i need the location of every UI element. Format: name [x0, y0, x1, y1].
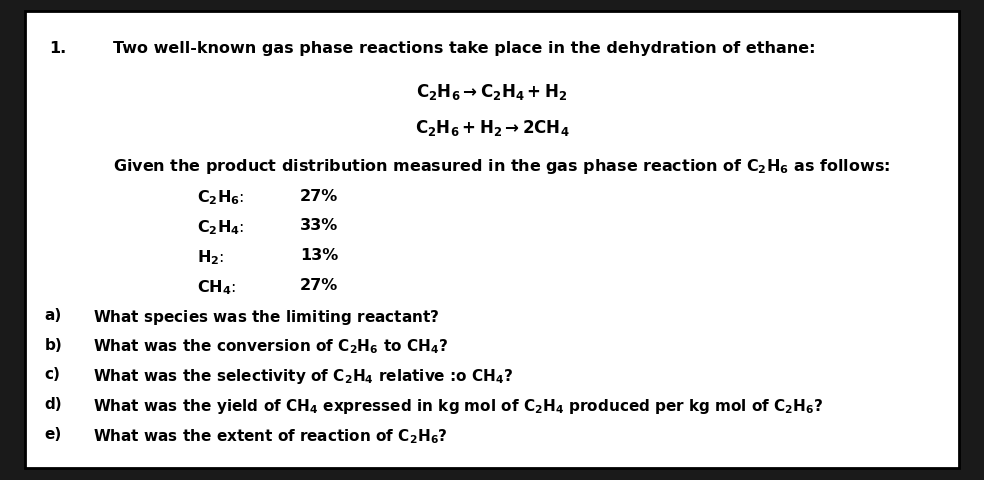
- Text: a): a): [44, 307, 62, 322]
- Text: 27%: 27%: [300, 188, 338, 203]
- Text: What was the $\mathbf{conversion}$ of $\mathbf{C_2H_6}$ to $\mathbf{CH_4}$?: What was the $\mathbf{conversion}$ of $\…: [93, 337, 449, 356]
- Text: $\mathbf{H_2}$:: $\mathbf{H_2}$:: [197, 248, 224, 266]
- Text: What $\mathbf{species}$ was the $\mathbf{limiting}$ $\mathbf{reactant}$?: What $\mathbf{species}$ was the $\mathbf…: [93, 307, 440, 326]
- Text: 33%: 33%: [300, 218, 338, 233]
- Text: $\mathbf{C_2H_6 + H_2 \rightarrow 2CH_4}$: $\mathbf{C_2H_6 + H_2 \rightarrow 2CH_4}…: [414, 118, 570, 138]
- Text: e): e): [44, 426, 62, 441]
- Text: Two well-known gas phase reactions take place in the dehydration of ethane:: Two well-known gas phase reactions take …: [113, 41, 816, 56]
- Text: 27%: 27%: [300, 277, 338, 292]
- Text: $\mathbf{C_2H_4}$:: $\mathbf{C_2H_4}$:: [197, 218, 244, 237]
- Text: c): c): [44, 367, 60, 382]
- Text: What was the $\mathbf{yield}$ of $\mathbf{CH_4}$ $\mathbf{expressed}$ in $\mathb: What was the $\mathbf{yield}$ of $\mathb…: [93, 396, 824, 416]
- Text: d): d): [44, 396, 62, 411]
- Text: b): b): [44, 337, 62, 352]
- Text: $\mathbf{C_2H_6 \rightarrow C_2H_4 + H_2}$: $\mathbf{C_2H_6 \rightarrow C_2H_4 + H_2…: [416, 82, 568, 102]
- Text: $\mathbf{C_2H_6}$:: $\mathbf{C_2H_6}$:: [197, 188, 244, 207]
- Text: Given the product distribution measured in the gas phase reaction of $\mathbf{C_: Given the product distribution measured …: [113, 157, 891, 176]
- FancyBboxPatch shape: [25, 12, 959, 468]
- Text: $\mathbf{CH_4}$:: $\mathbf{CH_4}$:: [197, 277, 236, 296]
- Text: What was the $\mathbf{extent\ of\ reaction}$ of $\mathbf{C_2H_6}$?: What was the $\mathbf{extent\ of\ reacti…: [93, 426, 449, 445]
- Text: What was the $\mathbf{selectivity}$ of $\mathbf{C_2H_4}$ relative :o $\mathbf{CH: What was the $\mathbf{selectivity}$ of $…: [93, 367, 514, 386]
- Text: 13%: 13%: [300, 248, 338, 263]
- Text: 1.: 1.: [49, 41, 67, 56]
